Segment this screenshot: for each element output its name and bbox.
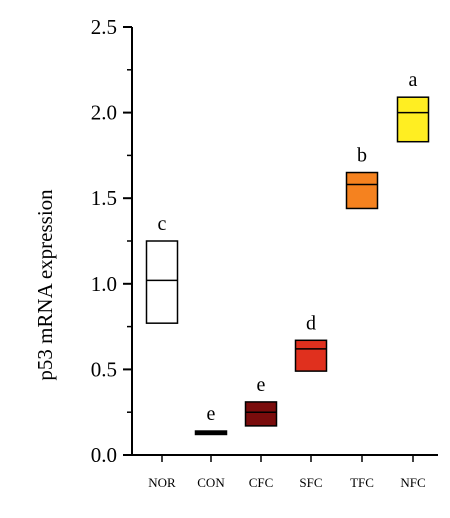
box-nfc: a [396,69,430,143]
y-tick-label: 2.5 [91,15,117,39]
box-rect [145,240,179,324]
significance-letter: e [257,374,266,396]
y-axis: 0.0 0.5 1.0 1.5 2.0 2.5 [91,15,133,467]
box-con: e [194,403,228,436]
y-tick-label: 0.5 [91,357,117,381]
box-cfc: e [244,374,278,427]
box-sfc: d [294,312,328,372]
box-tfc: b [345,145,379,210]
x-tick-label: NFC [400,475,425,490]
box-rect [294,339,328,372]
significance-letter: c [158,213,167,235]
significance-letter: a [409,69,418,91]
significance-letter: b [357,145,367,167]
y-tick-label: 0.0 [91,443,117,467]
significance-letter: e [207,403,216,425]
x-tick-label: SFC [299,475,322,490]
x-tick-label: TFC [350,475,374,490]
y-axis-title: p53 mRNA expression [33,189,57,381]
boxes: c e e d b a [145,69,430,436]
box-rect [244,401,278,427]
box-nor: c [145,213,179,324]
x-axis: NOR CON CFC SFC TFC NFC [131,454,438,490]
significance-letter: d [306,312,316,334]
y-tick-label: 1.5 [91,186,117,210]
y-tick-label: 1.0 [91,272,117,296]
box-rect [345,171,379,210]
box-rect [396,96,430,143]
box-rect [194,430,228,436]
x-tick-label: NOR [148,475,176,490]
y-tick-label: 2.0 [91,101,117,125]
x-tick-label: CFC [249,475,274,490]
x-tick-label: CON [197,475,225,490]
